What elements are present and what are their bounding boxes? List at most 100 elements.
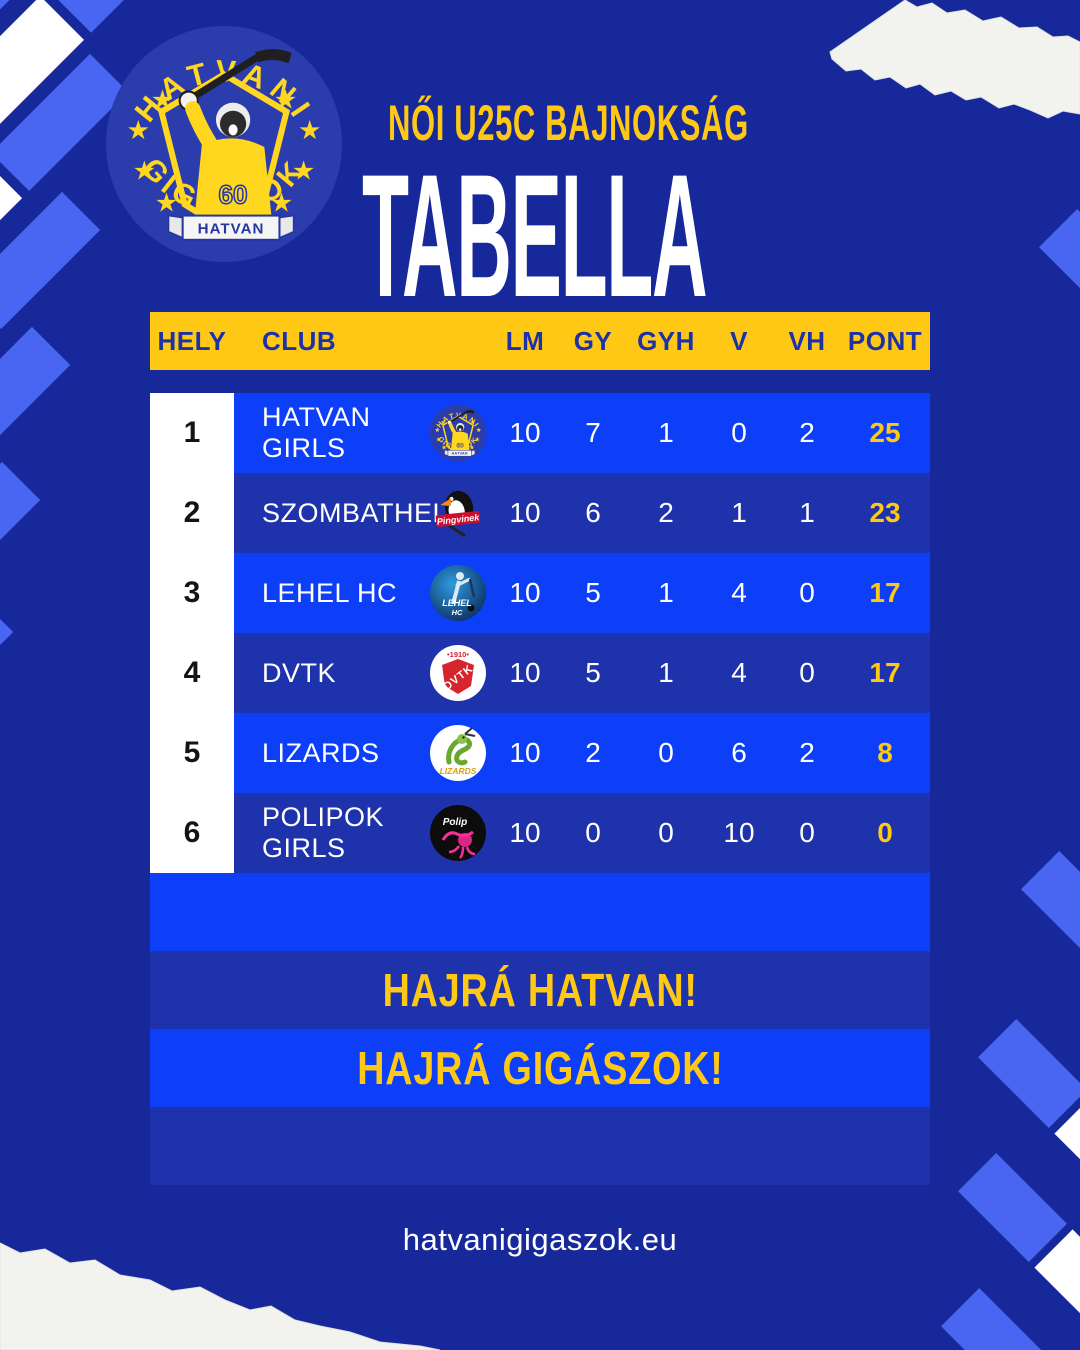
column-header-gy: GY [573, 325, 613, 356]
svg-text:Polip: Polip [443, 817, 467, 828]
stat-gyh: 2 [658, 497, 674, 528]
stat-gyh: 0 [658, 817, 674, 848]
stat-lm: 10 [509, 577, 541, 608]
club-name-cell: LIZARDS [262, 737, 380, 768]
stat-v: 10 [723, 817, 755, 848]
column-header-vh: VH [788, 325, 826, 356]
filler-stripe [150, 1107, 930, 1185]
diagonal-stripe [0, 593, 14, 844]
stat-pont: 23 [869, 497, 901, 528]
title-block: NŐI U25C BAJNOKSÁG TABELLA [362, 94, 1080, 334]
column-header-v: V [730, 325, 748, 356]
stat-gy: 5 [585, 577, 601, 608]
lehel-hc-logo: LEHEL HC [430, 565, 486, 621]
table-row: 2 SZOMBATHELY Pingvinek [150, 473, 930, 553]
stat-pont: 25 [869, 417, 901, 448]
table-header: HELY CLUB LM GY GYH V VH PONT [150, 312, 930, 370]
torn-paper-bottom-left [0, 1242, 440, 1350]
hatvani-gigaszok-badge: HATVANI GIGÁSZOK ★ ★ ★ ★ ★ ★ ★ ★ [104, 24, 344, 264]
table-row: 1 HATVAN GIRLS 10 7 1 0 2 25 [150, 393, 930, 473]
column-header-logo-spacer [424, 312, 492, 370]
column-header-lm: LM [505, 325, 545, 356]
diagonal-stripe [941, 1288, 1080, 1350]
stat-vh: 0 [799, 657, 815, 688]
rank-cell: 1 [150, 393, 234, 473]
club-logo-cell: Polip [424, 793, 492, 873]
stat-gy: 5 [585, 657, 601, 688]
stat-lm: 10 [509, 737, 541, 768]
torn-paper-top-right [829, 0, 1080, 119]
league-subtitle: NŐI U25C BAJNOKSÁG [388, 95, 749, 151]
stat-gyh: 1 [658, 417, 674, 448]
stat-vh: 1 [799, 497, 815, 528]
column-header-gyh: GYH [637, 325, 695, 356]
stat-lm: 10 [509, 817, 541, 848]
cheer-stripe-2: HAJRÁ GIGÁSZOK! [150, 1029, 930, 1107]
diagonal-stripe [1021, 851, 1080, 1059]
stat-pont: 17 [869, 657, 901, 688]
website-url: hatvanigigaszok.eu [402, 1222, 678, 1257]
stat-lm: 10 [509, 417, 541, 448]
table-row: 6 POLIPOK GIRLS Polip 10 0 0 10 0 0 [150, 793, 930, 873]
stat-gyh: 0 [658, 737, 674, 768]
club-name-cell: POLIPOK GIRLS [262, 802, 385, 863]
footer: hatvanigigaszok.eu [0, 1222, 1080, 1258]
polipok-girls-logo: Polip [430, 805, 486, 861]
hatvan-girls-logo [429, 404, 487, 462]
rank-cell: 3 [150, 553, 234, 633]
cheer-text-hatvan: HAJRÁ HATVAN! [382, 964, 698, 1016]
table-row: 5 LIZARDS LIZARDS 10 2 0 6 2 [150, 713, 930, 793]
stat-vh: 2 [799, 417, 815, 448]
table-row: 3 LEHEL HC LEHEL HC 10 5 1 [150, 553, 930, 633]
svg-text:HC: HC [452, 608, 463, 617]
stat-gy: 2 [585, 737, 601, 768]
page-title: TABELLA [362, 139, 708, 334]
stat-gy: 6 [585, 497, 601, 528]
stat-gyh: 1 [658, 577, 674, 608]
club-name-cell: SZOMBATHELY [262, 497, 465, 528]
cheer-text-gigaszok: HAJRÁ GIGÁSZOK! [356, 1042, 724, 1094]
stat-pont: 17 [869, 577, 901, 608]
stat-vh: 2 [799, 737, 815, 768]
stat-v: 4 [731, 657, 747, 688]
column-header-pont: PONT [847, 325, 923, 356]
stat-v: 0 [731, 417, 747, 448]
dvtk-logo: •1910• DVTK [430, 645, 486, 701]
filler-stripe [150, 873, 930, 951]
rank-cell: 2 [150, 473, 234, 553]
club-name-cell: HATVAN GIRLS [262, 402, 371, 463]
diagonal-stripe [0, 326, 71, 577]
club-name-cell: DVTK [262, 657, 337, 688]
club-logo-cell: LIZARDS [424, 713, 492, 793]
stat-gy: 7 [585, 417, 601, 448]
club-logo-cell: Pingvinek [424, 473, 492, 553]
stat-v: 4 [731, 577, 747, 608]
table-body: 1 HATVAN GIRLS 10 7 1 0 2 25 2 SZOMBATHE… [150, 393, 930, 1185]
table-row: 4 DVTK •1910• DVTK 10 5 1 4 0 17 [150, 633, 930, 713]
svg-text:•1910•: •1910• [447, 650, 469, 659]
club-logo-cell [424, 393, 492, 473]
rank-cell: 5 [150, 713, 234, 793]
stat-lm: 10 [509, 497, 541, 528]
stat-lm: 10 [509, 657, 541, 688]
club-logo-cell: LEHEL HC [424, 553, 492, 633]
club-name-cell: LEHEL HC [262, 577, 398, 608]
lizards-logo: LIZARDS [430, 725, 486, 781]
svg-text:LIZARDS: LIZARDS [440, 766, 477, 776]
column-header-hely: HELY [157, 325, 227, 356]
club-logo-cell: •1910• DVTK [424, 633, 492, 713]
svg-text:LEHEL: LEHEL [442, 598, 472, 608]
stat-pont: 0 [877, 817, 893, 848]
rank-cell: 6 [150, 793, 234, 873]
svg-text:Pingvinek: Pingvinek [436, 512, 480, 526]
stat-vh: 0 [799, 577, 815, 608]
standings-table: HELY CLUB LM GY GYH V VH PONT 1 HATVAN G… [150, 312, 930, 1185]
stat-vh: 0 [799, 817, 815, 848]
cheer-stripe-1: HAJRÁ HATVAN! [150, 951, 930, 1029]
stat-v: 6 [731, 737, 747, 768]
szombathely-pingvinek-logo: Pingvinek [435, 490, 481, 538]
rank-cell: 4 [150, 633, 234, 713]
stat-gy: 0 [585, 817, 601, 848]
stat-gyh: 1 [658, 657, 674, 688]
